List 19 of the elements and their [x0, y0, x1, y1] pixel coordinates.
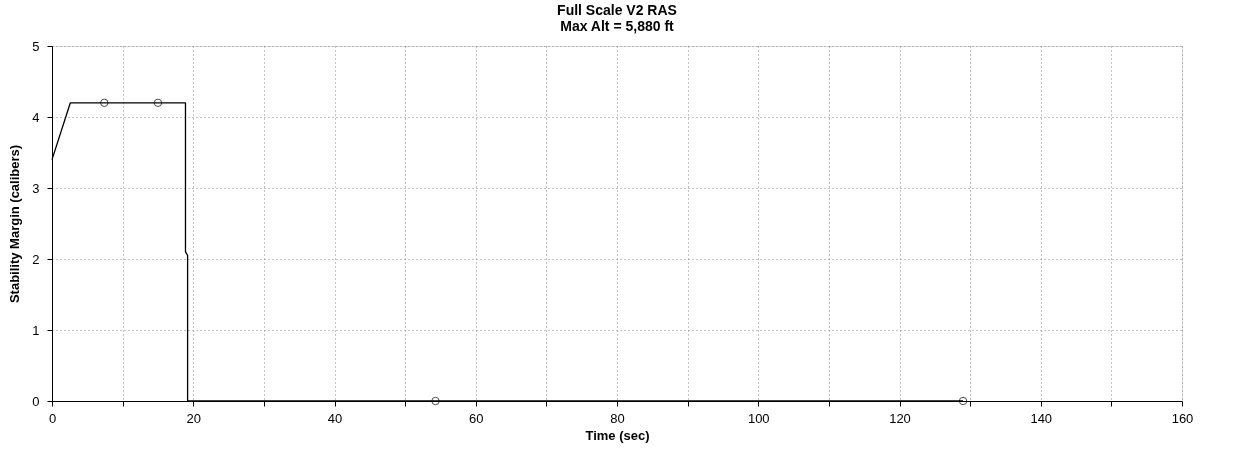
x-tick-label: 160 — [1171, 410, 1194, 426]
x-tick-label: 120 — [889, 410, 911, 426]
x-tick-label: 60 — [469, 410, 484, 426]
y-tick-label: 2 — [32, 251, 40, 267]
x-tick-label: 20 — [186, 410, 201, 426]
chart-subtitle: Max Alt = 5,880 ft — [560, 18, 675, 34]
x-tick-label: 80 — [610, 410, 625, 426]
y-tick-label: 5 — [32, 38, 40, 54]
y-tick-label: 1 — [32, 322, 40, 338]
y-tick-label: 0 — [32, 393, 40, 409]
x-tick-label: 100 — [747, 410, 770, 426]
x-tick-label: 140 — [1030, 410, 1053, 426]
chart-title: Full Scale V2 RAS — [557, 2, 677, 18]
x-tick-label: 40 — [327, 410, 343, 426]
x-tick-label: 0 — [48, 410, 57, 426]
y-axis-title: Stability Margin (calibers) — [7, 144, 23, 304]
y-tick-label: 3 — [32, 180, 40, 196]
x-axis-title: Time (sec) — [585, 427, 650, 443]
y-tick-label: 4 — [32, 109, 40, 125]
